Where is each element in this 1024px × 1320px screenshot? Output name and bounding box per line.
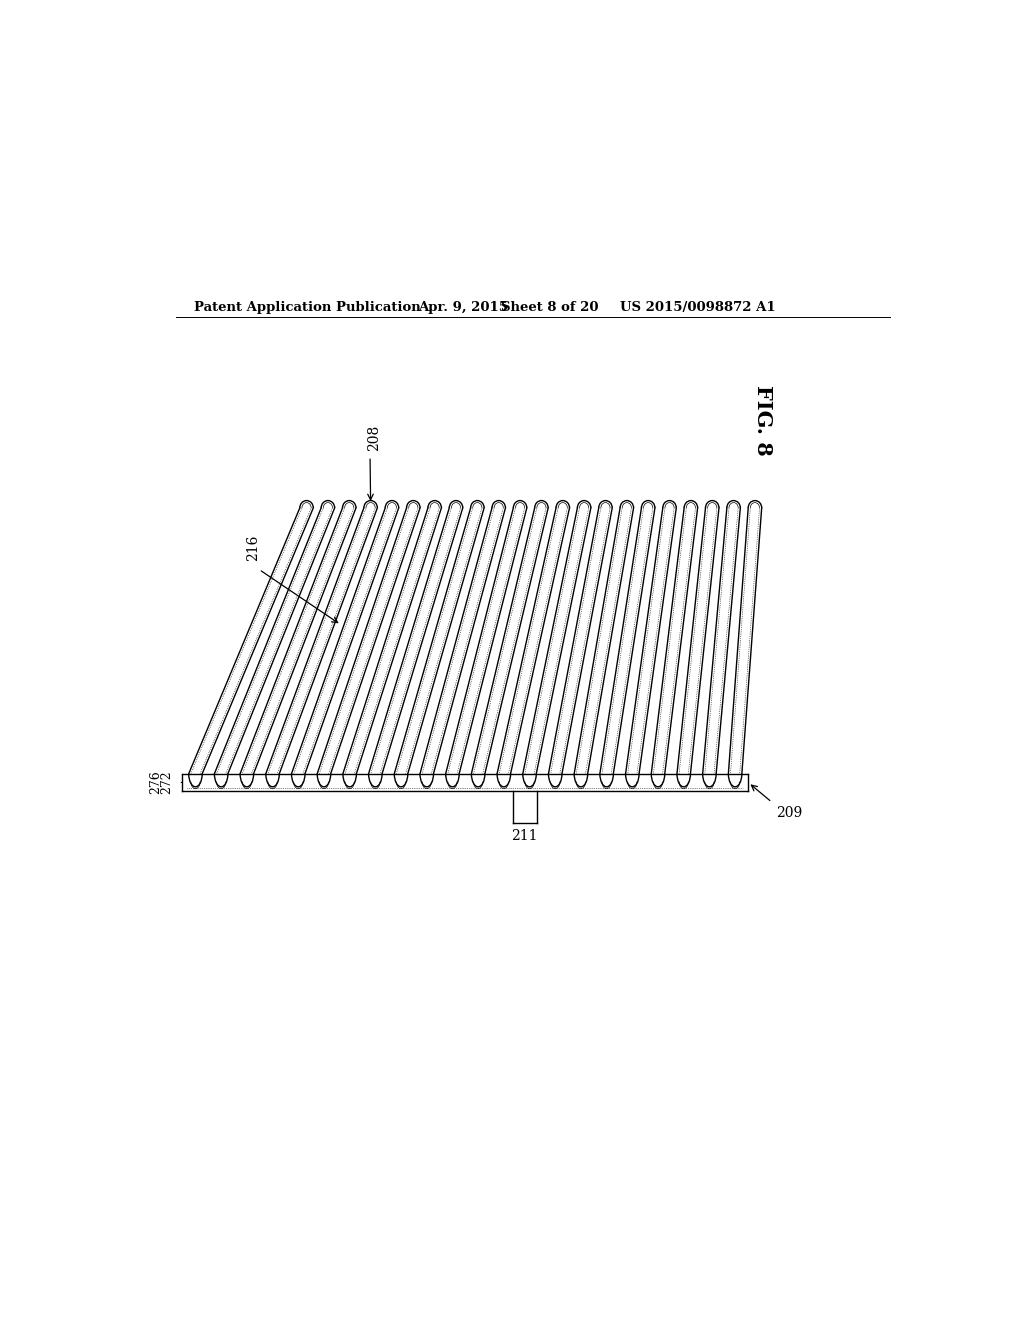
Text: 276: 276 xyxy=(150,771,163,795)
Text: Apr. 9, 2015: Apr. 9, 2015 xyxy=(418,301,508,314)
Text: 209: 209 xyxy=(776,807,802,820)
Text: 211: 211 xyxy=(512,829,538,843)
Text: 216: 216 xyxy=(247,535,260,561)
Text: 208: 208 xyxy=(367,425,381,450)
Text: Sheet 8 of 20: Sheet 8 of 20 xyxy=(501,301,598,314)
Text: FIG. 8: FIG. 8 xyxy=(753,385,773,455)
Text: US 2015/0098872 A1: US 2015/0098872 A1 xyxy=(620,301,775,314)
Text: Patent Application Publication: Patent Application Publication xyxy=(194,301,421,314)
Text: 272: 272 xyxy=(160,771,173,795)
